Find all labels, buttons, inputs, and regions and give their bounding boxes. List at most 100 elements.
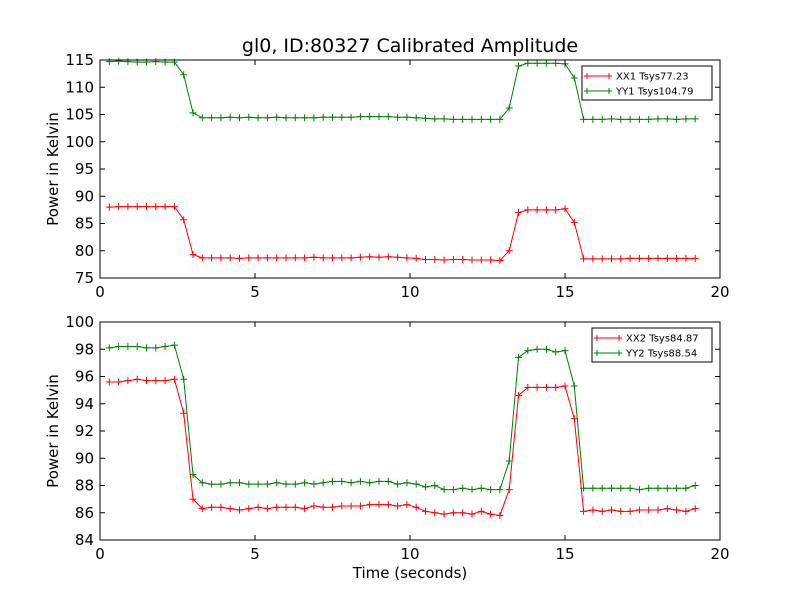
data-point: [524, 59, 532, 67]
series-line-2: [109, 60, 696, 120]
data-point: [273, 503, 281, 511]
data-point: [459, 484, 467, 492]
data-point: [459, 509, 467, 517]
data-point: [580, 255, 588, 263]
data-point: [236, 479, 243, 487]
series-line-1: [109, 206, 696, 262]
data-point: [384, 253, 392, 261]
data-point: [338, 502, 346, 510]
data-point: [347, 502, 355, 510]
data-point: [273, 113, 281, 121]
data-point: [580, 484, 588, 492]
data-point: [487, 486, 495, 494]
data-point: [263, 505, 271, 513]
legend: XX2 Tsys84.87 YY2 Tsys88.54: [591, 327, 713, 363]
data-point: [468, 486, 476, 494]
data-point: [301, 254, 309, 262]
data-point: [310, 502, 318, 510]
data-point: [654, 115, 662, 123]
data-point: [115, 343, 123, 351]
data-point: [394, 502, 402, 510]
data-point: [552, 348, 560, 356]
data-point: [626, 507, 634, 515]
data-point: [124, 377, 132, 385]
data-point: [598, 484, 606, 492]
y-tick-label: 95: [75, 160, 94, 178]
data-point: [226, 113, 234, 121]
data-point: [654, 254, 662, 262]
data-point: [673, 484, 681, 492]
data-point: [375, 477, 383, 485]
legend-entry-1: XX2 Tsys84.87: [626, 334, 699, 345]
data-point: [682, 254, 690, 262]
data-point: [505, 486, 513, 494]
data-point: [180, 71, 188, 79]
data-point: [301, 479, 309, 487]
data-point: [291, 480, 299, 488]
x-tick-label: 5: [250, 545, 260, 563]
data-point: [635, 506, 643, 514]
x-tick-label: 15: [555, 283, 574, 301]
data-point: [515, 392, 522, 400]
data-point: [291, 503, 299, 511]
data-point: [143, 344, 150, 352]
data-point: [449, 115, 457, 123]
y-tick-label: 80: [75, 242, 94, 260]
data-point: [254, 503, 262, 511]
data-point: [459, 115, 467, 123]
data-point: [496, 486, 504, 494]
data-point: [180, 375, 188, 383]
data-point: [515, 209, 522, 217]
data-point: [403, 479, 411, 487]
data-point: [682, 507, 690, 515]
data-point: [468, 510, 476, 518]
data-point: [301, 114, 309, 122]
y-tick-label: 92: [75, 422, 94, 440]
series-line-2: [109, 344, 696, 491]
data-point: [487, 510, 495, 518]
data-point: [440, 486, 448, 494]
data-point: [198, 254, 206, 262]
data-point: [124, 343, 132, 351]
legend-swatch-marker: [594, 335, 600, 341]
data-point: [496, 115, 504, 123]
x-tick-label: 10: [400, 283, 419, 301]
legend-swatch-marker: [584, 88, 590, 94]
data-point: [226, 479, 234, 487]
data-point: [282, 480, 290, 488]
data-point: [152, 377, 160, 385]
data-point: [189, 109, 197, 117]
data-point: [105, 58, 113, 66]
data-point: [552, 59, 560, 67]
data-point: [496, 257, 504, 265]
data-point: [487, 115, 495, 123]
data-point: [329, 254, 336, 262]
x-tick-label: 0: [95, 283, 105, 301]
y-tick-label: 88: [75, 477, 94, 495]
data-point: [347, 254, 355, 262]
data-point: [663, 254, 671, 262]
data-point: [319, 254, 327, 262]
data-point: [663, 505, 671, 513]
data-point: [319, 479, 327, 487]
data-point: [468, 256, 476, 264]
data-point: [180, 409, 188, 417]
data-point: [598, 255, 606, 263]
data-point: [375, 113, 383, 121]
data-point: [608, 255, 615, 263]
data-point: [431, 482, 439, 489]
data-point: [254, 254, 262, 262]
data-point: [608, 115, 615, 123]
data-point: [635, 115, 643, 123]
data-point: [338, 477, 346, 485]
data-point: [412, 503, 420, 511]
data-point: [626, 115, 634, 123]
data-point: [477, 484, 485, 492]
data-point: [356, 502, 364, 510]
data-point: [124, 58, 132, 66]
data-point: [236, 114, 243, 122]
data-point: [105, 203, 113, 211]
data-point: [477, 115, 485, 123]
data-point: [477, 256, 485, 264]
data-point: [338, 254, 346, 262]
